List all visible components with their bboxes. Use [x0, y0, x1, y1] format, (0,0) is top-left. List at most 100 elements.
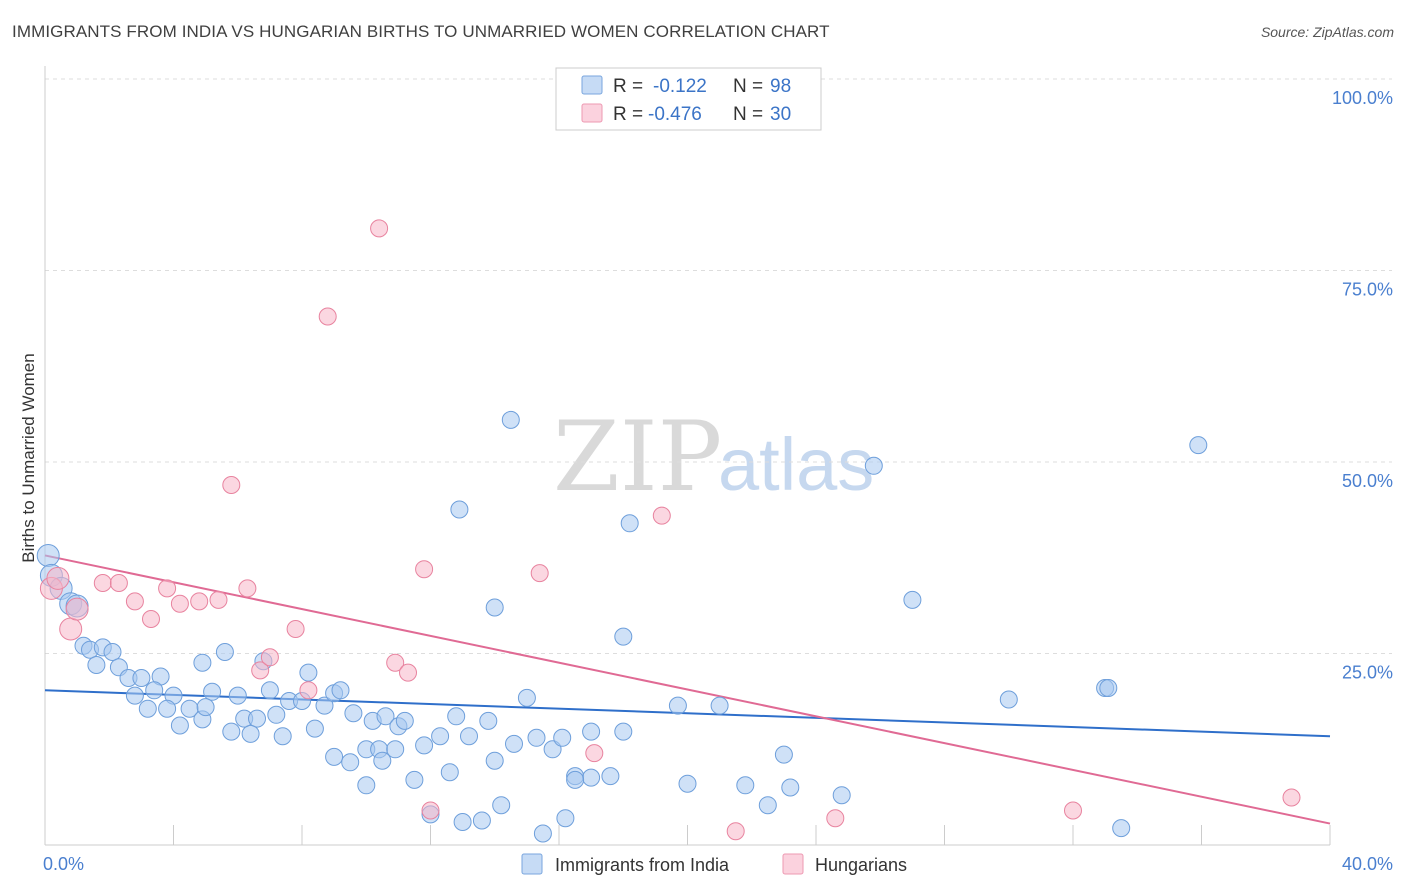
point-hungarians-19	[370, 219, 389, 238]
y-tick-label-3: 100.0%	[1332, 88, 1393, 108]
point-india-72	[453, 813, 472, 831]
point-india-0	[36, 544, 60, 567]
point-india-65	[325, 747, 344, 766]
point-india-97	[1112, 819, 1131, 838]
point-hungarians-4	[93, 574, 112, 592]
legend-swatch-hungarians	[782, 853, 804, 875]
point-india-58	[527, 728, 546, 747]
legend: Immigrants from India Hungarians	[521, 853, 907, 875]
point-india-81	[736, 776, 755, 795]
legend-label-hungarians: Hungarians	[815, 855, 907, 875]
point-hungarians-14	[251, 661, 270, 680]
point-india-26	[228, 686, 247, 705]
data-points	[36, 219, 1301, 843]
point-india-39	[305, 719, 324, 738]
stats-swatch-india	[581, 75, 603, 95]
point-india-35	[273, 727, 292, 746]
x-tick-label-0: 0.0%	[43, 854, 84, 874]
point-india-14	[145, 681, 164, 700]
x-tick-label-1: 40.0%	[1342, 854, 1393, 874]
point-india-22	[203, 682, 222, 701]
point-hungarians-1	[46, 566, 70, 590]
point-india-28	[222, 722, 241, 741]
point-india-18	[158, 699, 177, 718]
point-india-34	[267, 705, 286, 724]
watermark-zip: ZIP	[553, 401, 722, 513]
point-india-29	[248, 709, 266, 728]
stats-r-label-hungarians: R =	[613, 104, 643, 125]
point-india-15	[125, 686, 144, 705]
watermark-atlas: atlas	[718, 423, 874, 506]
chart-title: IMMIGRANTS FROM INDIA VS HUNGARIAN BIRTH…	[12, 22, 830, 41]
point-india-84	[832, 786, 851, 805]
point-india-52	[447, 707, 466, 726]
point-hungarians-28	[826, 809, 845, 828]
point-india-23	[196, 698, 215, 717]
point-india-24	[193, 653, 212, 672]
point-india-17	[138, 699, 157, 718]
point-india-93	[903, 590, 922, 609]
point-india-76	[556, 809, 575, 828]
source-label: Source: ZipAtlas.com	[1260, 24, 1394, 40]
point-hungarians-18	[318, 307, 337, 326]
point-india-53	[460, 727, 478, 746]
point-india-71	[440, 763, 459, 782]
point-hungarians-15	[260, 648, 279, 667]
stats-r-label-india: R =	[613, 76, 643, 97]
point-india-66	[341, 753, 360, 772]
point-india-55	[485, 751, 504, 770]
point-india-96	[1099, 679, 1118, 697]
point-india-98	[1189, 436, 1208, 455]
point-india-38	[315, 696, 334, 715]
point-hungarians-27	[726, 822, 745, 841]
point-hungarians-25	[585, 744, 604, 763]
point-india-47	[386, 740, 405, 759]
trend-line-hungarians	[44, 554, 1331, 825]
point-india-94	[999, 690, 1018, 709]
point-hungarians-17	[299, 681, 318, 700]
point-hungarians-30	[1282, 788, 1301, 807]
tick-labels: 25.0% 50.0% 75.0% 100.0% 0.0% 40.0%	[43, 88, 1393, 874]
point-india-80	[678, 774, 697, 793]
point-india-31	[260, 681, 279, 700]
point-india-61	[582, 722, 601, 741]
point-india-87	[450, 500, 469, 519]
point-india-25	[215, 643, 234, 661]
y-tick-label-2: 75.0%	[1342, 280, 1393, 300]
stats-swatch-hungarians	[581, 103, 603, 123]
stats-box: R = -0.122 N = 98 R = -0.476 N = 30	[555, 67, 822, 131]
point-hungarians-23	[421, 801, 440, 820]
point-india-68	[373, 751, 392, 770]
point-india-69	[405, 770, 424, 789]
y-axis-title: Births to Unmarried Women	[19, 353, 38, 562]
point-india-88	[485, 598, 504, 617]
legend-label-india: Immigrants from India	[555, 855, 730, 875]
point-india-8	[103, 643, 122, 661]
stats-n-value-hungarians: 30	[770, 104, 791, 125]
axes	[44, 66, 1331, 846]
point-india-30	[241, 724, 260, 743]
point-india-86	[566, 770, 585, 789]
point-india-59	[543, 740, 562, 759]
point-hungarians-8	[158, 579, 177, 598]
stats-n-label-india: N =	[733, 76, 763, 97]
point-india-91	[614, 627, 633, 646]
point-india-49	[395, 711, 414, 730]
legend-swatch-india	[521, 853, 543, 875]
point-india-73	[472, 811, 491, 830]
point-india-20	[170, 716, 189, 735]
point-india-78	[582, 768, 601, 787]
point-india-74	[492, 796, 511, 815]
point-india-60	[553, 728, 572, 747]
point-india-63	[668, 696, 687, 715]
point-india-12	[132, 669, 151, 687]
point-india-92	[864, 456, 883, 475]
point-india-79	[601, 767, 620, 786]
point-india-54	[479, 711, 498, 730]
point-india-41	[331, 681, 350, 700]
point-india-67	[357, 776, 376, 795]
point-india-50	[415, 736, 434, 755]
point-india-89	[501, 410, 520, 429]
trend-line-india	[44, 689, 1331, 738]
